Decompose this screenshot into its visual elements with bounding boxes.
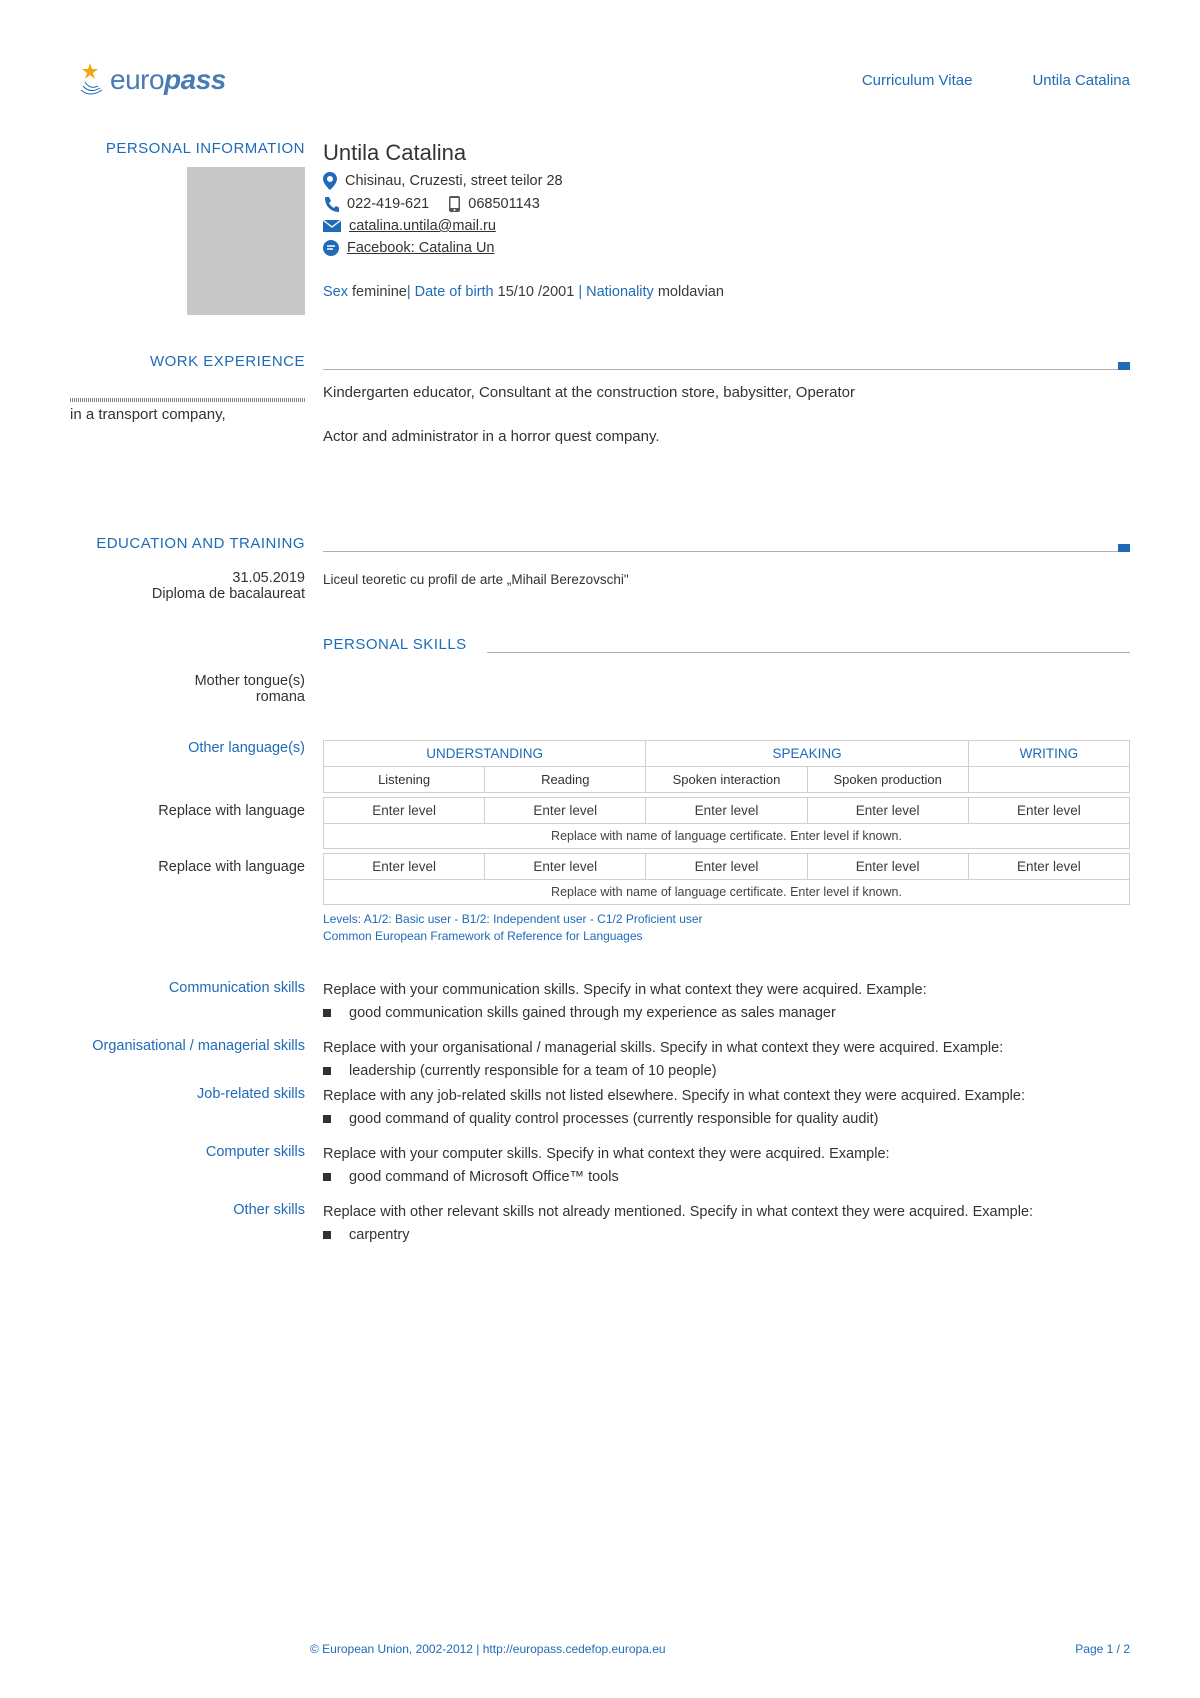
- comm-label: Communication skills: [70, 980, 305, 1024]
- address-line: Chisinau, Cruzesti, street teilor 28: [323, 172, 1130, 190]
- levels-note: Levels: A1/2: Basic user - B1/2: Indepen…: [323, 911, 1130, 945]
- bullet-icon: [323, 1009, 331, 1017]
- edu-diploma: Diploma de bacalaureat: [70, 586, 305, 602]
- work-section-head: WORK EXPERIENCE: [70, 350, 1130, 370]
- comp-text: Replace with your computer skills. Speci…: [323, 1146, 890, 1162]
- other-text: Replace with other relevant skills not a…: [323, 1204, 1033, 1220]
- comm-row: Communication skills Replace with your c…: [70, 980, 1130, 1024]
- language-section: Other language(s) UNDERSTANDING SPEAKING…: [70, 740, 1130, 793]
- header-person: Untila Catalina: [1032, 72, 1130, 89]
- page-header: europass Curriculum Vitae Untila Catalin…: [70, 60, 1130, 100]
- other-label: Other skills: [70, 1202, 305, 1246]
- email-text: catalina.untila@mail.ru: [349, 218, 496, 234]
- org-row: Organisational / managerial skills Repla…: [70, 1038, 1130, 1082]
- job-row: Job-related skills Replace with any job-…: [70, 1086, 1130, 1130]
- comm-bullet: good communication skills gained through…: [323, 1003, 1130, 1024]
- edu-section-head: EDUCATION AND TRAINING: [70, 532, 1130, 552]
- edu-school: Liceul teoretic cu profil de arte „Mihai…: [323, 572, 629, 587]
- email-icon: [323, 220, 341, 232]
- meta-line: Sex feminine| Date of birth 15/10 /2001 …: [323, 284, 1130, 300]
- col-writing: WRITING: [968, 741, 1129, 767]
- mobile-text: 068501143: [468, 196, 540, 212]
- other-lang-label: Other language(s): [70, 740, 305, 756]
- edu-body: 31.05.2019 Diploma de bacalaureat Liceul…: [70, 570, 1130, 602]
- email-line: catalina.untila@mail.ru: [323, 218, 1130, 234]
- logo-star-icon: [70, 60, 110, 100]
- org-text: Replace with your organisational / manag…: [323, 1040, 1003, 1056]
- address-text: Chisinau, Cruzesti, street teilor 28: [345, 173, 563, 189]
- mother-label: Mother tongue(s): [70, 673, 305, 689]
- mother-value: romana: [70, 689, 305, 705]
- bullet-icon: [323, 1173, 331, 1181]
- lang-cert-1: Replace with name of language certificat…: [324, 824, 1130, 849]
- lang-row-2: Replace with language Enter level Enter …: [70, 853, 1130, 945]
- personal-label: PERSONAL INFORMATION: [70, 140, 305, 157]
- comp-row: Computer skills Replace with your comput…: [70, 1144, 1130, 1188]
- language-table: UNDERSTANDING SPEAKING WRITING Listening…: [323, 740, 1130, 793]
- other-bullet: carpentry: [323, 1225, 1130, 1246]
- page-footer: © European Union, 2002-2012 | http://eur…: [70, 1642, 1130, 1656]
- lang-levels-1: Enter level Enter level Enter level Ente…: [324, 798, 1130, 824]
- chat-icon: [323, 240, 339, 256]
- lang-levels-2: Enter level Enter level Enter level Ente…: [324, 854, 1130, 880]
- work-line3: Actor and administrator in a horror ques…: [323, 426, 1130, 448]
- location-icon: [323, 172, 337, 190]
- wavy-underline: [70, 398, 305, 402]
- bullet-icon: [323, 1231, 331, 1239]
- phone-icon: [323, 196, 339, 212]
- bullet-icon: [323, 1115, 331, 1123]
- mobile-icon: [449, 196, 460, 212]
- work-line2: in a transport company,: [70, 404, 1130, 426]
- skills-subhead-row: PERSONAL SKILLS: [70, 606, 1130, 663]
- job-text: Replace with any job-related skills not …: [323, 1088, 1025, 1104]
- lang-subheader-row: Listening Reading Spoken interaction Spo…: [324, 767, 1130, 793]
- work-body: Kindergarten educator, Consultant at the…: [70, 382, 1130, 447]
- bullet-icon: [323, 1067, 331, 1075]
- col-understanding: UNDERSTANDING: [324, 741, 646, 767]
- org-label: Organisational / managerial skills: [70, 1038, 305, 1082]
- europass-logo: europass: [70, 60, 226, 100]
- social-line: Facebook: Catalina Un: [323, 240, 1130, 256]
- phone-text: 022-419-621: [347, 196, 429, 212]
- col-speaking: SPEAKING: [646, 741, 968, 767]
- comp-label: Computer skills: [70, 1144, 305, 1188]
- doc-type: Curriculum Vitae: [862, 72, 973, 89]
- footer-copy: © European Union, 2002-2012 | http://eur…: [310, 1642, 666, 1656]
- work-line1: Kindergarten educator, Consultant at the…: [323, 382, 1130, 404]
- phone-line: 022-419-621 068501143: [323, 196, 1130, 212]
- comp-bullet: good command of Microsoft Office™ tools: [323, 1167, 1130, 1188]
- edu-label: EDUCATION AND TRAINING: [96, 535, 305, 552]
- lang-cert-2: Replace with name of language certificat…: [324, 880, 1130, 905]
- photo-placeholder: [187, 167, 305, 315]
- mother-tongue-row: Mother tongue(s) romana: [70, 673, 1130, 705]
- other-row: Other skills Replace with other relevant…: [70, 1202, 1130, 1246]
- edu-date: 31.05.2019: [70, 570, 305, 586]
- skills-label: PERSONAL SKILLS: [323, 636, 467, 653]
- lang-name-1: Replace with language: [70, 797, 305, 849]
- personal-section: PERSONAL INFORMATION Untila Catalina Chi…: [70, 140, 1130, 315]
- social-text: Facebook: Catalina Un: [347, 240, 495, 256]
- job-bullet: good command of quality control processe…: [323, 1109, 1130, 1130]
- comm-text: Replace with your communication skills. …: [323, 982, 927, 998]
- logo-text: europass: [110, 64, 226, 96]
- job-label: Job-related skills: [70, 1086, 305, 1130]
- org-bullet: leadership (currently responsible for a …: [323, 1061, 1130, 1082]
- lang-name-2: Replace with language: [70, 853, 305, 945]
- header-right: Curriculum Vitae Untila Catalina: [862, 72, 1130, 89]
- work-label: WORK EXPERIENCE: [150, 353, 305, 370]
- lang-header-row: UNDERSTANDING SPEAKING WRITING: [324, 741, 1130, 767]
- footer-page: Page 1 / 2: [1075, 1642, 1130, 1656]
- lang-row-1: Replace with language Enter level Enter …: [70, 797, 1130, 849]
- person-name: Untila Catalina: [323, 140, 1130, 166]
